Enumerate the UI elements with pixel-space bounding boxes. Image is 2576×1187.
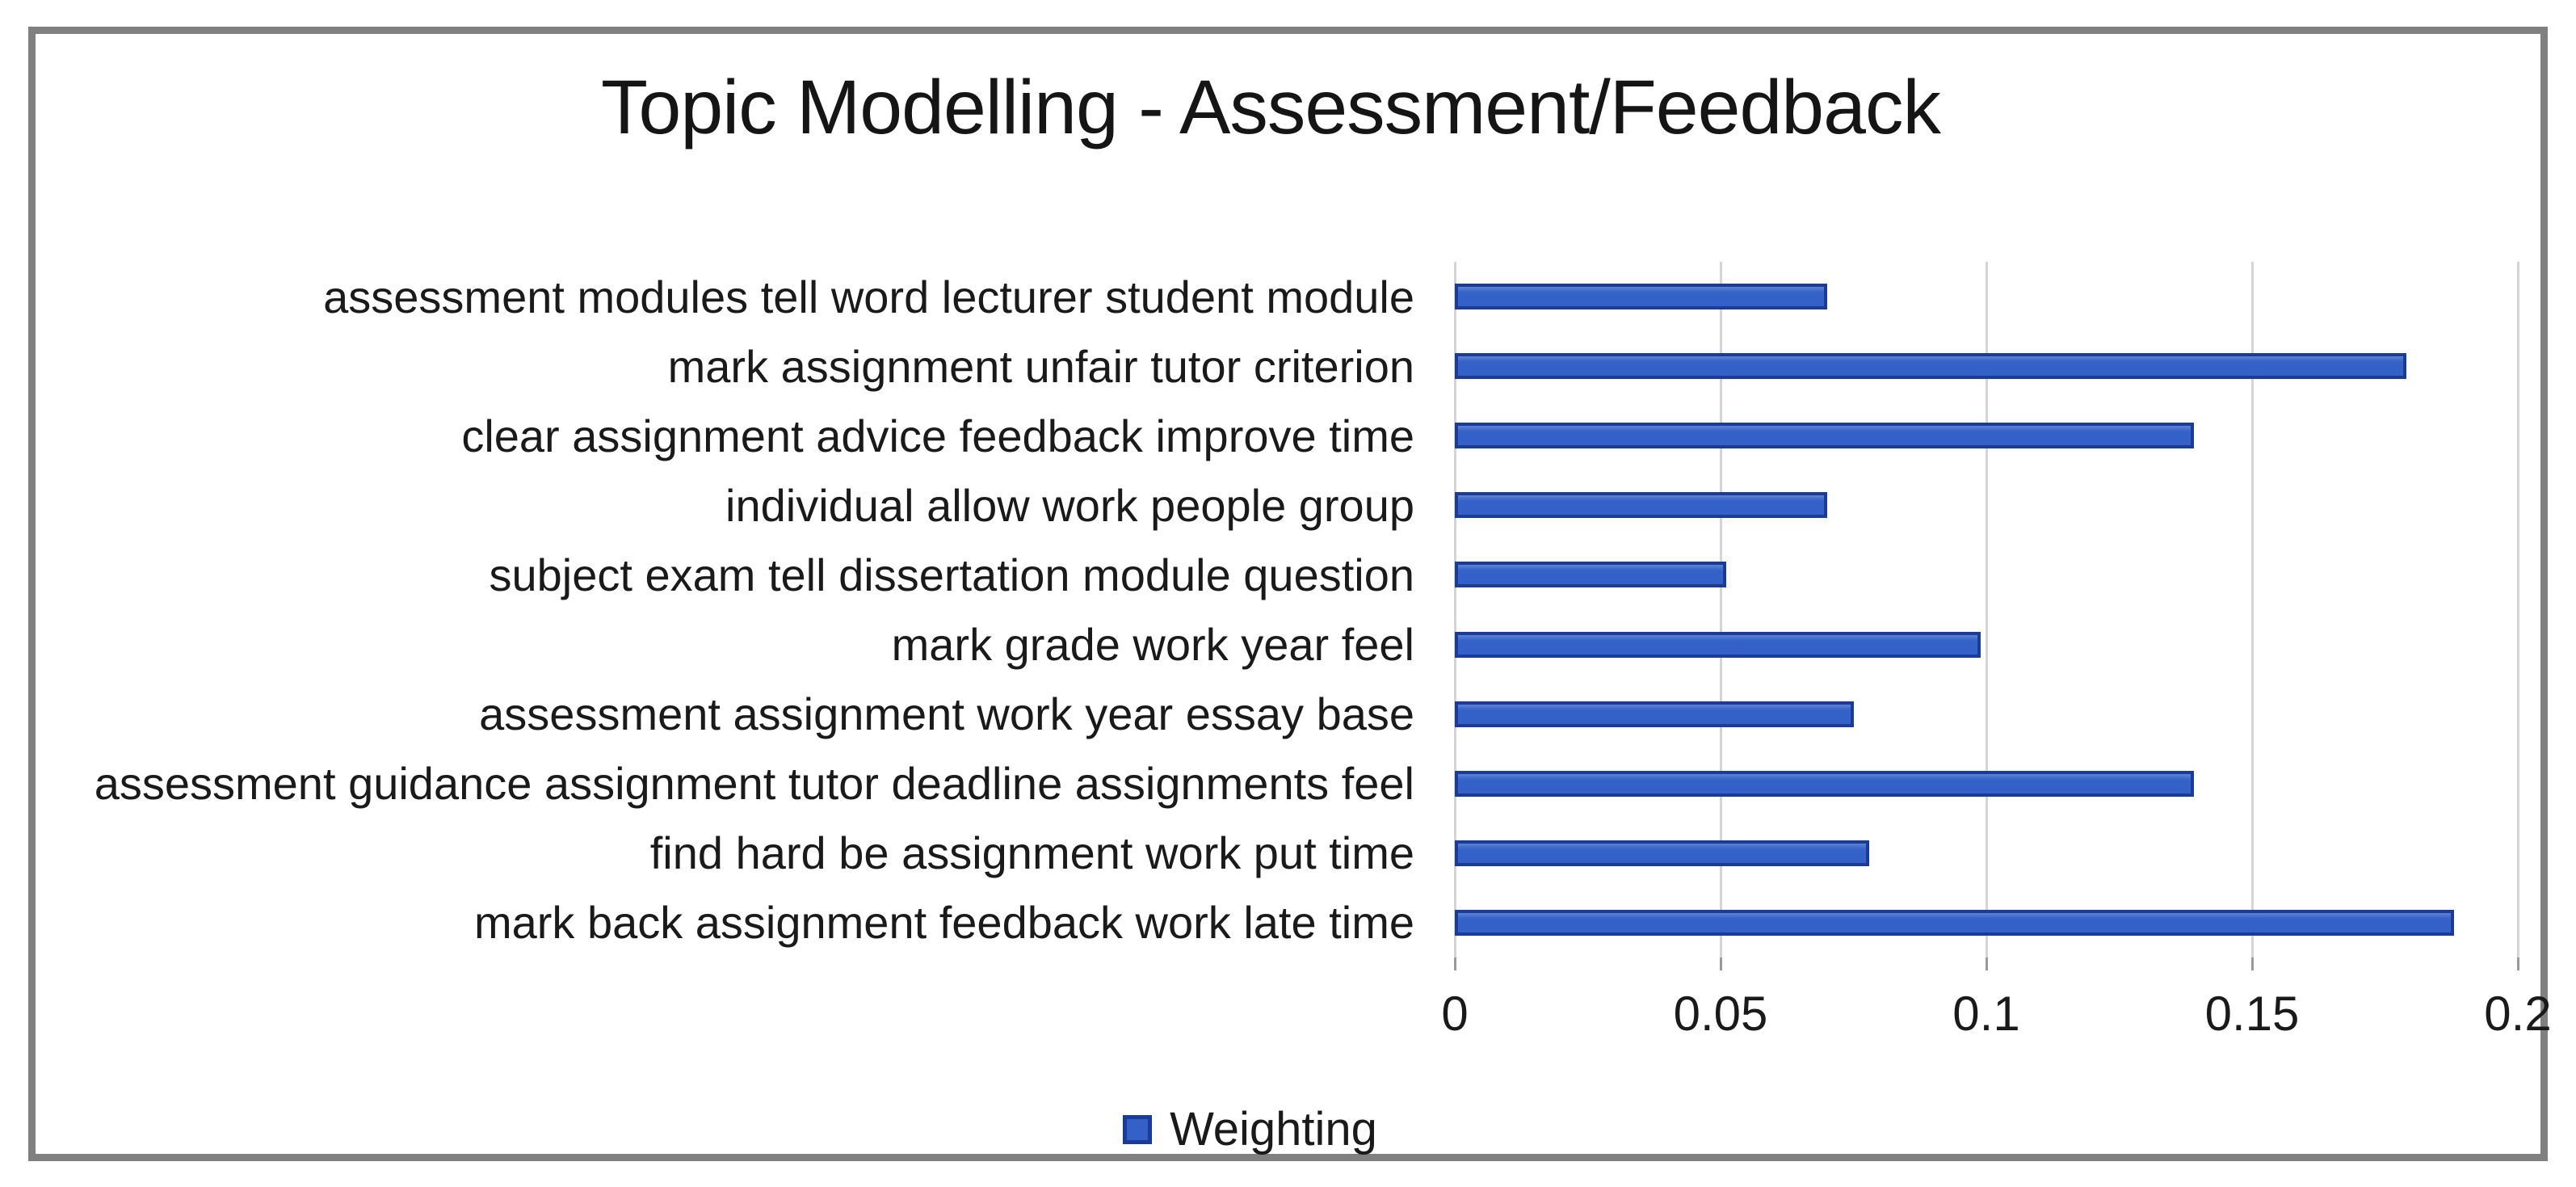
x-tick-label: 0.05	[1673, 987, 1768, 1041]
x-tick-label: 0.1	[1952, 987, 2020, 1041]
bar-6	[1455, 631, 1981, 658]
gridline	[1719, 262, 1722, 958]
category-label: assessment guidance assignment tutor dea…	[94, 758, 1414, 810]
bar-row	[1455, 262, 2518, 331]
category-label: mark grade work year feel	[891, 619, 1414, 671]
category-label: find hard be assignment work put time	[649, 827, 1414, 879]
bar-row	[1455, 749, 2518, 819]
x-tick-label: 0	[1441, 987, 1469, 1041]
axis-tick-mark	[1453, 958, 1456, 970]
bar-row	[1455, 819, 2518, 888]
gridline	[2516, 262, 2519, 958]
x-tick-label: 0.15	[2204, 987, 2300, 1041]
value-axis: 0 0.05 0.1 0.15 0.2	[1441, 986, 2551, 1059]
legend-swatch-icon	[1123, 1114, 1153, 1144]
category-label: mark back assignment feedback work late …	[473, 897, 1414, 949]
category-label: assessment modules tell word lecturer st…	[323, 271, 1414, 322]
axis-tick-mark	[2516, 958, 2519, 970]
chart-title: Topic Modelling - Assessment/Feedback	[601, 65, 1941, 150]
bar-4	[1455, 492, 1827, 519]
bar-1	[1455, 284, 1827, 310]
bar-8	[1455, 770, 2194, 797]
bar-2	[1455, 353, 2406, 380]
category-label: assessment assignment work year essay ba…	[479, 688, 1414, 740]
category-axis: assessment modules tell word lecturer st…	[76, 262, 1414, 958]
bar-row	[1455, 610, 2518, 680]
legend-label: Weighting	[1170, 1103, 1377, 1155]
bar-row	[1455, 680, 2518, 749]
bar-row	[1455, 888, 2518, 958]
bar-9	[1455, 840, 1870, 866]
category-label: subject exam tell dissertation module qu…	[489, 549, 1414, 600]
chart-frame: Topic Modelling - Assessment/Feedback as…	[28, 27, 2552, 1161]
category-label: clear assignment advice feedback improve…	[461, 410, 1414, 461]
legend: Weighting	[36, 1102, 2540, 1156]
gridline	[1985, 262, 1988, 958]
bar-row	[1455, 331, 2518, 401]
axis-tick-mark	[2250, 958, 2254, 970]
plot-area	[1453, 262, 2519, 970]
bar-row	[1455, 470, 2518, 540]
axis-tick-mark	[1719, 958, 1722, 970]
bar-3	[1455, 423, 2194, 449]
legend-entry-weighting: Weighting	[1123, 1102, 1377, 1156]
x-tick-label: 0.2	[2484, 987, 2552, 1041]
bar-row	[1455, 401, 2518, 470]
category-label: mark assignment unfair tutor criterion	[667, 340, 1414, 392]
bar-row	[1455, 540, 2518, 609]
category-label: individual allow work people group	[725, 479, 1414, 531]
gridline	[1453, 262, 1456, 958]
axis-tick-mark	[1985, 958, 1988, 970]
bar-5	[1455, 562, 1726, 588]
bar-10	[1455, 909, 2455, 936]
bar-7	[1455, 701, 1854, 727]
gridline	[2250, 262, 2254, 958]
